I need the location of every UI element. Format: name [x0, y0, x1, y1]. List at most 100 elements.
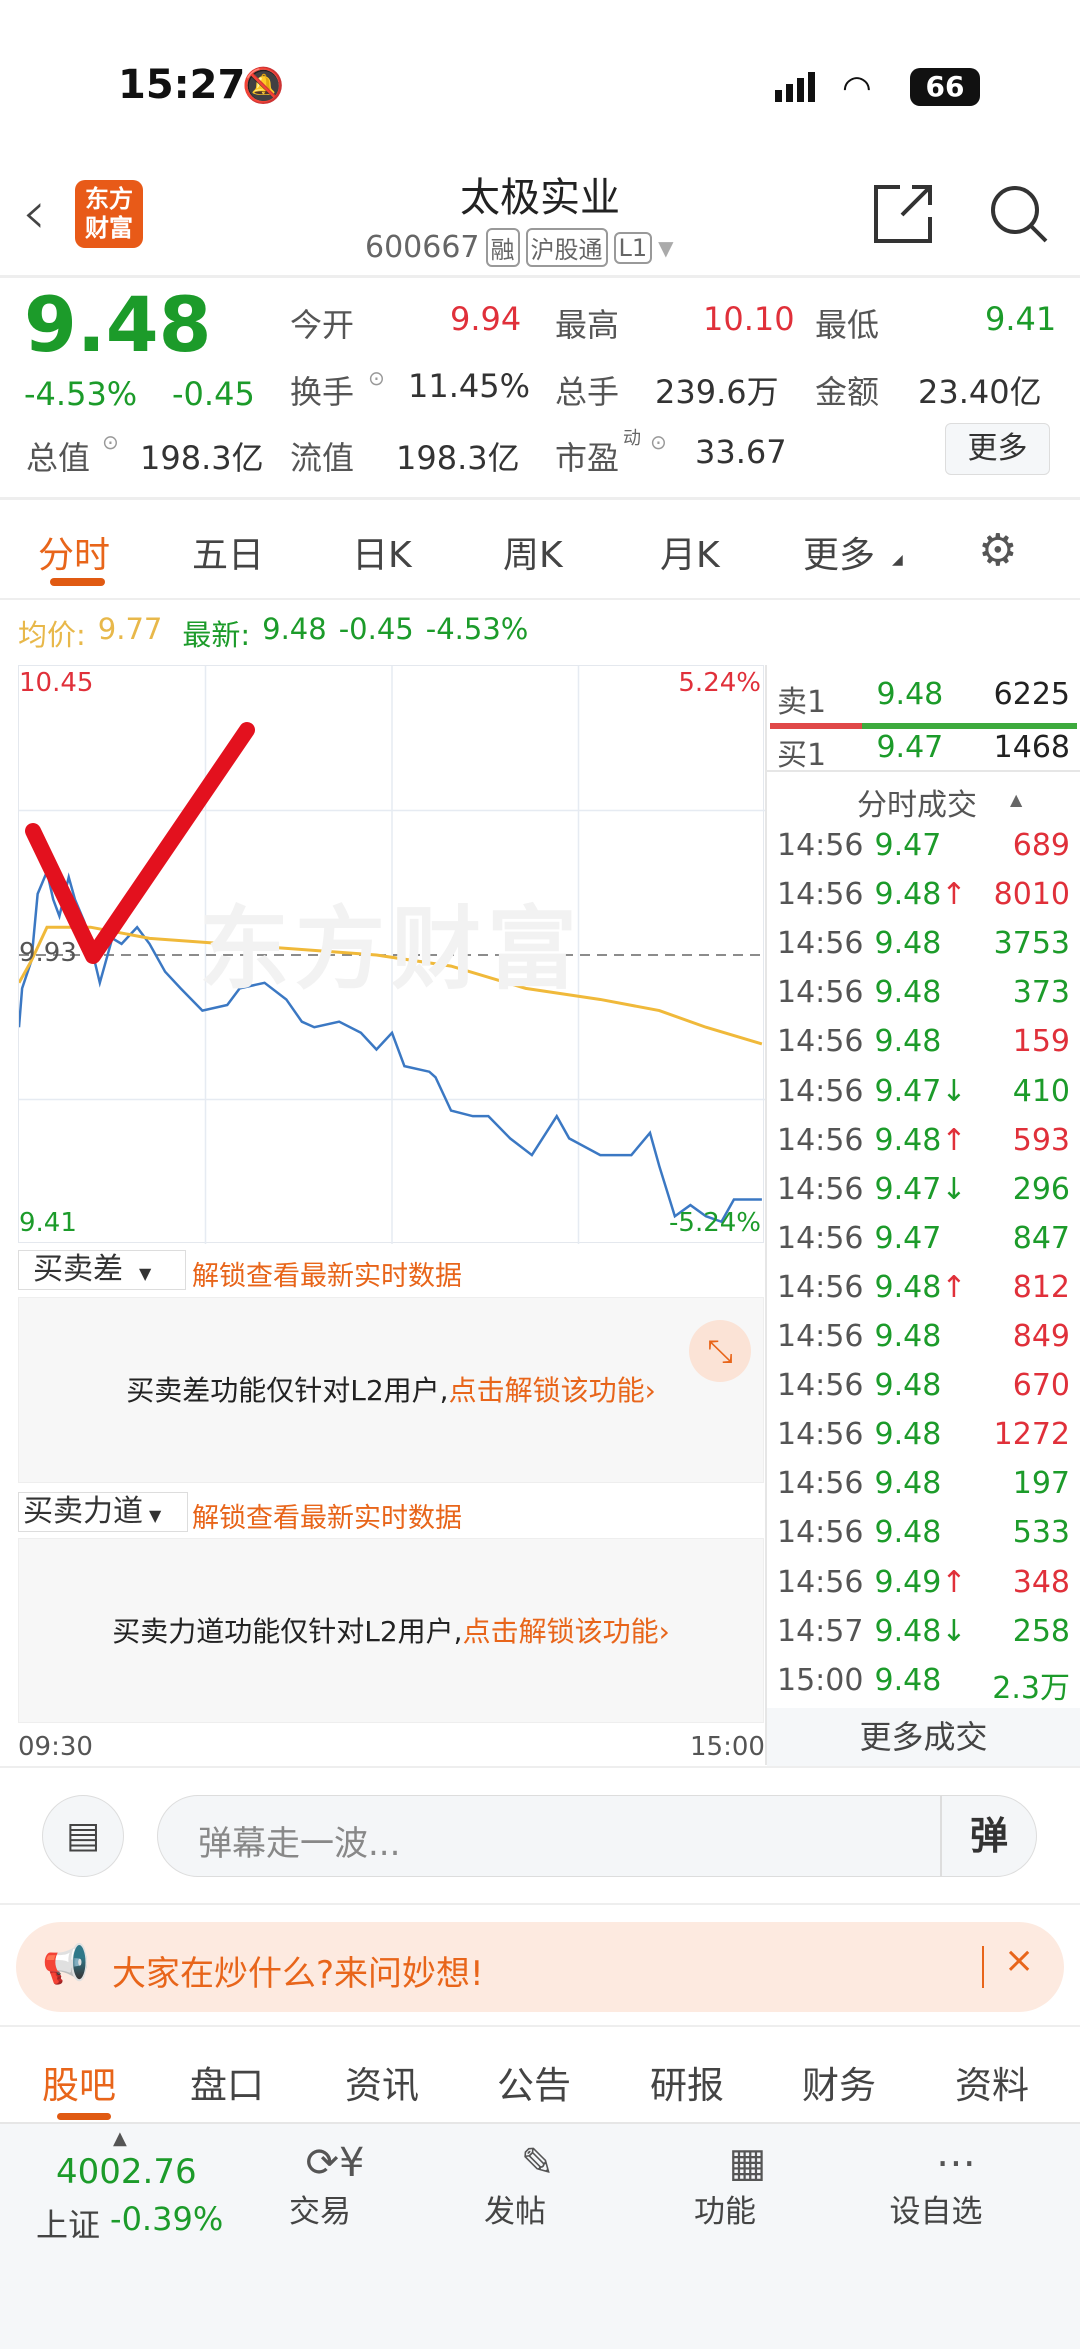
trade-volume: 1272	[993, 1417, 1070, 1453]
trade-price-value: 9.47	[874, 1220, 942, 1256]
trade-price: 9.47↓	[875, 1172, 975, 1207]
avg-value: 9.77	[97, 612, 163, 646]
force-unlock-link[interactable]: 解锁查看最新实时数据	[192, 1503, 462, 1534]
trade-price-value: 9.48	[874, 975, 942, 1011]
trade-time: 14:56	[777, 1171, 864, 1207]
info-icon[interactable]: ⊙	[368, 366, 385, 390]
trade-price: 9.48	[875, 1466, 975, 1501]
trade-time: 14:57	[777, 1613, 864, 1649]
trade-price: 9.47	[875, 1221, 975, 1256]
trade-volume: 373	[1012, 975, 1070, 1011]
x-end-label: 15:00	[690, 1732, 765, 1762]
tab-intraday[interactable]: 分时	[38, 535, 111, 576]
bottom-tab[interactable]: 公告	[497, 2064, 571, 2107]
trades-title[interactable]: 分时成交	[857, 788, 977, 823]
dropdown-icon: ▼	[658, 235, 674, 260]
spread-unlock-link[interactable]: 解锁查看最新实时数据	[192, 1261, 462, 1292]
tab-daily-k[interactable]: 日K	[352, 535, 412, 576]
spread-locked-panel: 买卖差功能仅针对L2用户,点击解锁该功能› ⤡	[18, 1297, 764, 1483]
trade-price: 9.48	[875, 1319, 975, 1354]
trade-price: 9.48	[875, 1515, 975, 1550]
nav-add-watchlist-label: 设自选	[889, 2194, 983, 2230]
share-icon[interactable]	[872, 183, 934, 249]
bottom-tab[interactable]: 股吧	[42, 2064, 116, 2107]
tab-weekly-k[interactable]: 周K	[503, 535, 563, 576]
trade-row: 14:56 9.49↑ 348	[767, 1565, 1080, 1600]
trade-volume: 258	[1012, 1613, 1070, 1649]
close-icon[interactable]: ×	[1004, 1940, 1035, 1981]
dropdown-icon: ▼	[149, 1506, 162, 1525]
bottom-tab[interactable]: 盘口	[190, 2064, 264, 2107]
danmu-toggle-button[interactable]: 弹	[940, 1796, 1036, 1876]
trade-row: 15:00 9.48 2.3万	[767, 1663, 1080, 1707]
trade-row: 14:56 9.47 847	[767, 1221, 1080, 1256]
active-tab-indicator	[57, 2113, 111, 2120]
force-unlock-button[interactable]: 点击解锁该功能›	[462, 1615, 670, 1648]
danmu-input[interactable]: 弹幕走一波... 弹	[157, 1795, 1037, 1877]
volume-value: 239.6万	[655, 373, 779, 411]
more-quote-button[interactable]: 更多	[945, 423, 1050, 475]
trade-time: 14:56	[777, 1073, 864, 1109]
bottom-tab[interactable]: 财务	[802, 2064, 876, 2107]
sort-up-icon[interactable]: ▲	[1010, 790, 1023, 809]
turnover-value: 11.45%	[408, 367, 531, 405]
ask-label: 卖1	[777, 685, 827, 720]
nav-trade[interactable]: ⟳¥ 交易	[280, 2140, 390, 2231]
ask-banner[interactable]: 📢 大家在炒什么?来问妙想! ×	[16, 1922, 1064, 2012]
trade-price: 9.48	[875, 1417, 975, 1452]
bottom-tab[interactable]: 研报	[650, 2064, 724, 2107]
trade-row: 14:56 9.48↑ 812	[767, 1270, 1080, 1305]
trade-price-value: 9.48	[874, 1122, 942, 1158]
pe-value: 33.67	[695, 433, 787, 471]
trade-row: 14:56 9.48 533	[767, 1515, 1080, 1550]
tab-five-day[interactable]: 五日	[192, 535, 265, 576]
force-selector[interactable]: 买卖力道 ▼	[18, 1492, 188, 1532]
ask-ratio-fill	[770, 723, 863, 729]
intraday-chart[interactable]: 东方财富 10.45 5.24% 9.93 9.41 -5.24%	[18, 665, 765, 1244]
wifi-icon: ◠	[842, 68, 872, 108]
index-name: 上证	[36, 2206, 101, 2244]
nav-add-watchlist[interactable]: ⋯ 设自选	[890, 2140, 1006, 2231]
back-button[interactable]: ‹	[22, 178, 46, 248]
trade-direction-arrow: ↓	[941, 1073, 967, 1109]
more-trades-button[interactable]: 更多成交	[767, 1708, 1080, 1766]
settings-gear-icon[interactable]: ⚙	[978, 525, 1018, 576]
mktcap-label: 总值	[26, 439, 91, 477]
nav-post[interactable]: ✎ 发帖	[484, 2140, 585, 2231]
latest-change: -0.45	[338, 612, 414, 646]
nav-functions-label: 功能	[694, 2194, 756, 2230]
trade-time: 14:56	[777, 828, 864, 863]
spread-selector[interactable]: 买卖差 ▼	[18, 1250, 186, 1290]
trade-volume: 197	[1012, 1466, 1070, 1502]
expand-icon[interactable]: ⤡	[689, 1320, 751, 1382]
open-label: 今开	[290, 306, 355, 344]
tag-connect: 沪股通	[525, 228, 608, 267]
trade-yen-icon: ⟳¥	[305, 2140, 365, 2186]
trade-time: 14:56	[777, 1417, 864, 1453]
latest-pct: -4.53%	[425, 612, 529, 646]
dropdown-icon: ▼	[139, 1264, 152, 1283]
index-value[interactable]: 4002.76	[56, 2152, 197, 2192]
bottom-tab[interactable]: 资料	[955, 2064, 1029, 2107]
danmu-settings-icon[interactable]: ▤	[42, 1795, 124, 1877]
megaphone-icon: 📢	[42, 1942, 90, 1986]
spread-unlock-button[interactable]: 点击解锁该功能›	[448, 1374, 656, 1407]
tab-monthly-k[interactable]: 月K	[660, 535, 720, 576]
info-icon[interactable]: ⊙	[102, 430, 119, 454]
trade-price-value: 9.47	[874, 1171, 942, 1207]
bottom-tab[interactable]: 资讯	[345, 2064, 419, 2107]
x-start-label: 09:30	[18, 1732, 93, 1762]
info-icon[interactable]: ⊙	[650, 430, 667, 454]
expand-up-icon[interactable]: ▲	[113, 2128, 127, 2149]
stock-code-row[interactable]: 600667 融 沪股通 L1 ▼	[365, 228, 674, 267]
tab-more[interactable]: 更多	[803, 535, 876, 576]
stock-code: 600667	[365, 230, 480, 265]
index-row[interactable]: 上证 -0.39%	[36, 2200, 223, 2246]
search-icon[interactable]	[988, 183, 1050, 249]
trade-price: 9.48	[875, 1663, 975, 1707]
nav-trade-label: 交易	[289, 2194, 351, 2230]
trade-price-value: 9.48	[874, 1466, 942, 1502]
danmu-placeholder: 弹幕走一波...	[198, 1824, 401, 1864]
app-logo[interactable]: 东方财富	[75, 180, 143, 248]
nav-functions[interactable]: ▦ 功能	[694, 2140, 795, 2231]
